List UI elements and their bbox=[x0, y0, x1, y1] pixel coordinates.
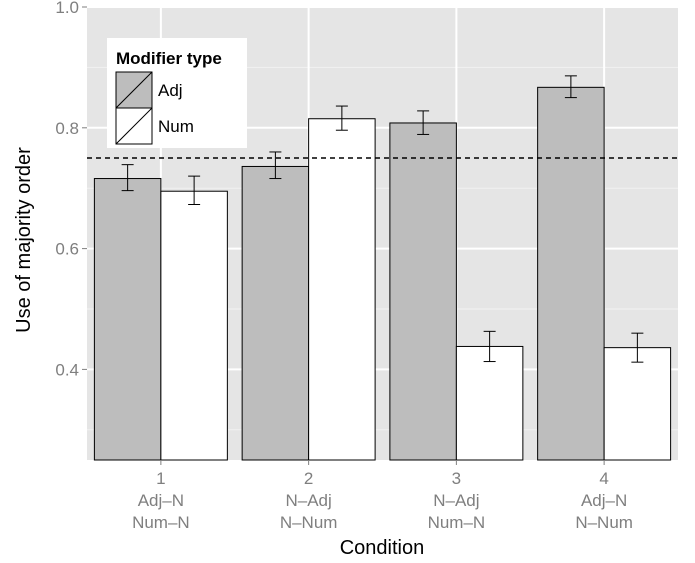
x-tick-label-line1: Adj–N bbox=[581, 491, 627, 510]
bar-num-3 bbox=[455, 345, 524, 461]
x-tick-label-line2: Num–N bbox=[132, 513, 190, 532]
x-tick-label-line1: Adj–N bbox=[138, 491, 184, 510]
bars bbox=[93, 86, 672, 461]
x-tick-label-line1: N–Adj bbox=[285, 491, 331, 510]
legend: Modifier type Adj Num bbox=[107, 38, 247, 148]
legend-key-num bbox=[115, 107, 153, 145]
x-tick-label-number: 4 bbox=[599, 469, 608, 488]
x-tick-label-line2: Num–N bbox=[428, 513, 486, 532]
bar-adj-2 bbox=[241, 165, 310, 461]
x-tick-label-line1: N–Adj bbox=[433, 491, 479, 510]
x-tick-label-number: 1 bbox=[156, 469, 165, 488]
x-tick-label-line2: N–Num bbox=[575, 513, 633, 532]
legend-label-adj: Adj bbox=[158, 81, 183, 100]
error-bar-num-1 bbox=[188, 175, 201, 206]
error-bars bbox=[121, 75, 644, 363]
error-bar-adj-4 bbox=[564, 75, 577, 99]
error-bar-num-2 bbox=[335, 105, 348, 131]
bar-num-4 bbox=[603, 347, 672, 461]
y-tick-label: 1.0 bbox=[55, 0, 79, 17]
legend-swatch-diagonal bbox=[115, 107, 153, 145]
x-tick-label-number: 2 bbox=[304, 469, 313, 488]
error-bar-adj-3 bbox=[417, 110, 430, 135]
y-axis-title: Use of majority order bbox=[13, 147, 35, 333]
bar-num-2 bbox=[308, 118, 376, 461]
legend-title: Modifier type bbox=[116, 49, 222, 68]
error-bar-adj-1 bbox=[121, 164, 134, 192]
y-tick-label: 0.6 bbox=[55, 240, 79, 259]
error-bar-num-4 bbox=[631, 332, 644, 363]
y-tick-label: 0.8 bbox=[55, 119, 79, 138]
bar-adj-4 bbox=[537, 86, 605, 461]
bar-num-1 bbox=[160, 190, 228, 461]
bar-adj-3 bbox=[389, 122, 457, 461]
y-tick-label: 0.4 bbox=[55, 360, 79, 379]
error-bar-num-3 bbox=[483, 330, 496, 363]
legend-label-num: Num bbox=[158, 117, 194, 136]
bar-adj-1 bbox=[93, 178, 162, 461]
legend-key-adj bbox=[115, 71, 153, 109]
legend-swatch-diagonal bbox=[115, 71, 153, 109]
error-bar-adj-2 bbox=[269, 151, 282, 180]
x-tick-label-line2: N–Num bbox=[280, 513, 338, 532]
x-tick-label-number: 3 bbox=[452, 469, 461, 488]
x-axis-title: Condition bbox=[340, 537, 425, 559]
axes: 0.4 0.6 0.8 1.0 1 Adj–N Num–N 2 N–Adj N–Num 3 N–Adj… bbox=[55, 0, 633, 532]
